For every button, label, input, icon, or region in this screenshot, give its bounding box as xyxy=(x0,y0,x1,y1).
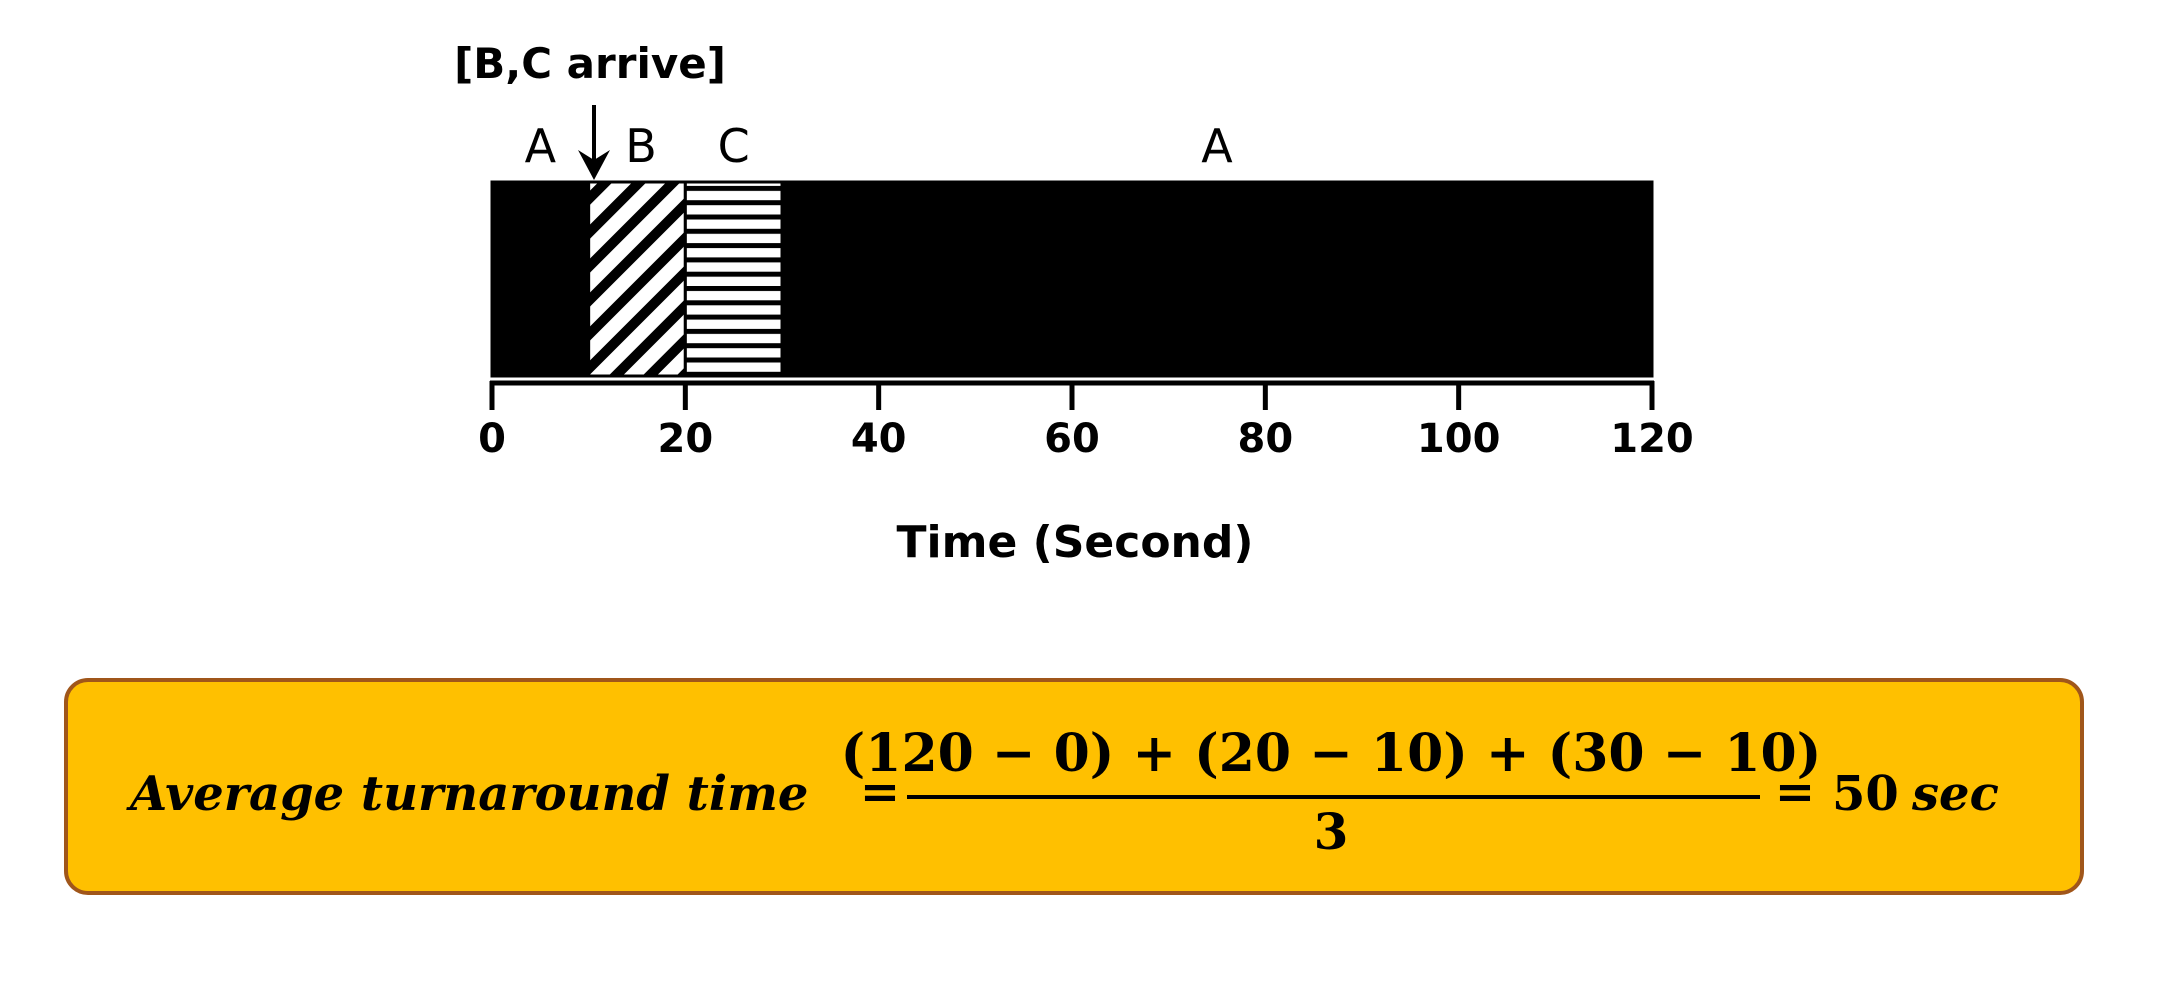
arrival-arrow-head xyxy=(578,150,610,180)
segment-label-a-0: A xyxy=(525,119,557,173)
axis-label: Time (Second) xyxy=(897,517,1254,568)
formula-numerator: (120 − 0) + (20 − 10) + (30 − 10) xyxy=(841,723,1822,784)
axis-tick-label-80: 80 xyxy=(1237,416,1293,462)
timeline-segments xyxy=(490,180,1654,378)
axis-tick-label-120: 120 xyxy=(1610,416,1694,462)
segment-label-a-3: A xyxy=(1201,119,1233,173)
segment-c-2 xyxy=(683,180,784,378)
formula-lhs: Average turnaround time xyxy=(126,766,808,822)
formula-denominator: 3 xyxy=(1314,802,1349,861)
formula-box xyxy=(64,678,2084,895)
formula-result-equals: = xyxy=(1775,764,1815,820)
axis-tick-label-20: 20 xyxy=(657,416,713,462)
formula-equals: = xyxy=(860,764,900,820)
arrival-annotation: [B,C arrive] xyxy=(454,39,726,88)
segment-a-3 xyxy=(780,180,1654,378)
segment-a-0 xyxy=(490,180,591,378)
formula-result-value: 50 xyxy=(1832,766,1899,822)
axis-tick-label-40: 40 xyxy=(851,416,907,462)
segment-b-1 xyxy=(587,180,687,378)
time-axis: 0 20 40 60 80 100 120 xyxy=(478,380,1694,462)
segment-label-c-2: C xyxy=(718,119,750,173)
formula-result-unit: sec xyxy=(1911,766,1999,822)
axis-tick-label-0: 0 xyxy=(478,416,506,462)
axis-tick-label-60: 60 xyxy=(1044,416,1100,462)
segment-label-b-1: B xyxy=(625,119,657,173)
axis-tick-label-100: 100 xyxy=(1417,416,1501,462)
